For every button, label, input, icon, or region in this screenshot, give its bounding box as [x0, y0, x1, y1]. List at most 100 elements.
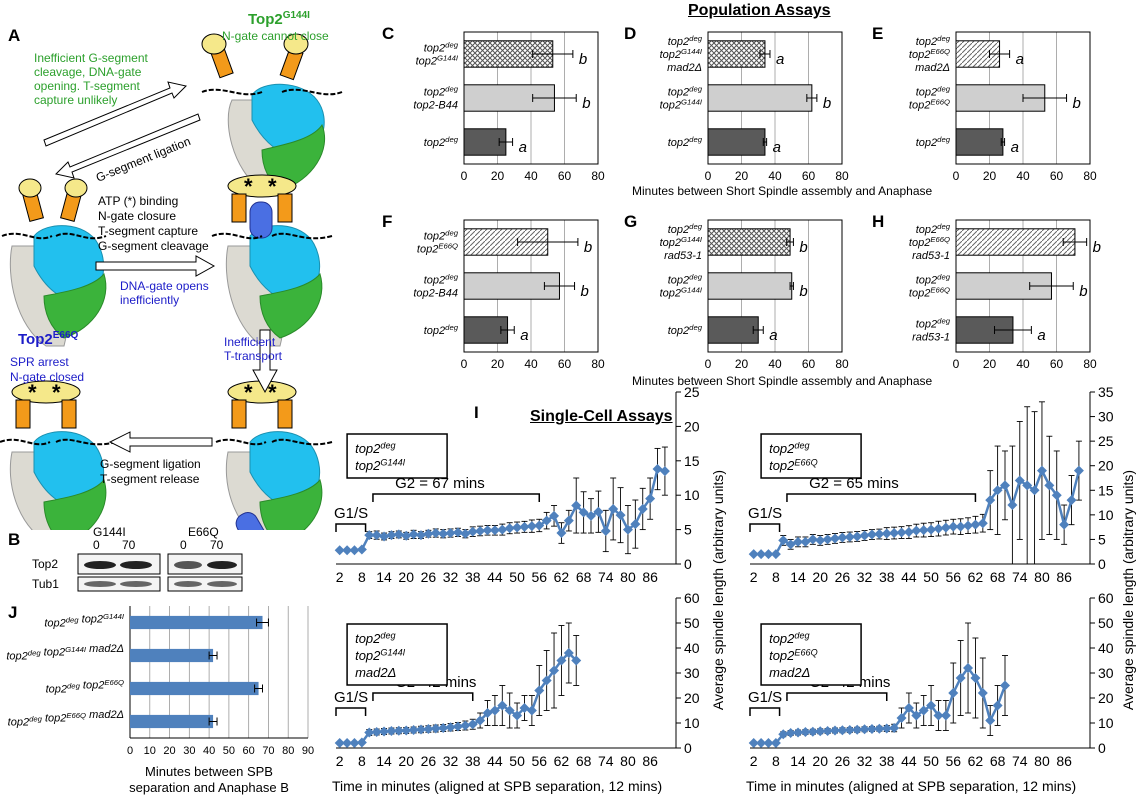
- data-point: [793, 536, 804, 547]
- category-label: top2deg: [424, 323, 459, 337]
- data-point: [342, 738, 353, 748]
- category-label: top2deg: [668, 222, 703, 236]
- y-tick-label: 5: [1098, 531, 1106, 547]
- x-tick-label: 32: [443, 753, 459, 769]
- category-label: top2deg: [424, 229, 459, 243]
- x-tick-label: 60: [802, 169, 816, 183]
- y-tick-label: 15: [1098, 482, 1114, 498]
- genotype-label: top2deg: [769, 440, 810, 456]
- genotype-label: top2E66Q: [769, 647, 818, 663]
- x-tick-label: 74: [598, 569, 614, 585]
- data-point: [933, 523, 944, 534]
- data-point: [881, 528, 892, 539]
- data-point: [822, 534, 833, 545]
- data-point: [911, 525, 922, 536]
- horizontal-arrow: [95, 255, 216, 277]
- y-tick-label: 5: [684, 522, 692, 538]
- category-label: top2deg: [668, 323, 703, 337]
- data-point: [401, 530, 412, 541]
- data-point: [475, 715, 486, 726]
- population-x-title-top: Minutes between Short Spindle assembly a…: [632, 184, 933, 198]
- chart-j: 0 10 20 30 40 50 60 70 80 90 top2deg top2G144I top2…: [6, 606, 314, 795]
- data-point: [489, 525, 500, 536]
- x-tick-label: 86: [1056, 753, 1072, 769]
- y-tick-label: 15: [684, 453, 700, 469]
- data-point: [356, 544, 367, 555]
- g1s-label: G1/S: [748, 505, 782, 522]
- x-tick-label: 14: [790, 753, 806, 769]
- data-point: [1014, 475, 1025, 486]
- y-tick-label: 30: [684, 665, 700, 681]
- x-tick-label: 26: [421, 569, 437, 585]
- chart-i-g144i-mad2: 0 10 20 30 40 50 60 2 8 14 20 26 32 38 44 50 56 62 68 74 80 8…: [334, 590, 700, 769]
- top2-g144i-enzyme: [201, 33, 343, 191]
- leftward-arrow: [108, 431, 213, 453]
- significance-letter: b: [823, 95, 831, 112]
- data-point: [896, 713, 907, 723]
- data-point: [408, 529, 419, 540]
- bar: [463, 316, 509, 344]
- x-tick-label: 32: [857, 569, 873, 585]
- x-tick-label: 30: [183, 745, 195, 757]
- data-point: [815, 726, 826, 737]
- data-point: [364, 727, 375, 738]
- data-point: [852, 724, 863, 735]
- y-tick-label: 50: [1098, 615, 1114, 631]
- x-tick-label: 44: [487, 569, 503, 585]
- x-tick-label: 40: [524, 169, 538, 183]
- data-point: [948, 688, 959, 698]
- x-tick-label: 0: [461, 169, 468, 183]
- x-tick-label: 14: [376, 569, 392, 585]
- data-point: [866, 724, 877, 734]
- y-tick-label: 0: [1098, 740, 1106, 756]
- data-point: [408, 725, 419, 735]
- genotype-label: mad2Δ: [355, 665, 396, 680]
- x-tick-label: 2: [336, 569, 344, 585]
- x-tick-label: 38: [879, 753, 895, 769]
- chart-i-e66q-mad2: 0 10 20 30 40 50 60 2 8 14 20 26 32 38 44 50 56 62 68 74 80 8…: [748, 590, 1114, 769]
- data-point: [800, 727, 811, 737]
- x-tick-label: 68: [990, 569, 1006, 585]
- data-point: [622, 524, 633, 535]
- data-point: [659, 466, 670, 477]
- category-label: top2deg: [424, 135, 459, 149]
- data-point: [497, 700, 508, 711]
- top2-e66q-enzyme: * *: [0, 380, 117, 530]
- significance-letter: a: [773, 139, 781, 156]
- data-point: [386, 530, 397, 541]
- chart-g: 0 20 40 60 80btop2degtop2G144Irad53-1btop2de…: [660, 219, 849, 371]
- x-tick-label: 20: [735, 169, 749, 183]
- inefficient-cleavage-text: Inefficient G-segment cleavage, DNA-gate…: [34, 51, 151, 107]
- x-tick-label: 74: [1012, 569, 1028, 585]
- x-tick-label: 62: [968, 569, 984, 585]
- x-tick-label: 56: [945, 569, 961, 585]
- svg-text:*: *: [244, 174, 253, 199]
- data-point: [534, 520, 545, 531]
- g2-label: G2 = 65 mins: [809, 475, 899, 492]
- x-tick-label: 20: [491, 357, 505, 371]
- data-point: [963, 663, 974, 673]
- data-point: [1029, 485, 1040, 496]
- data-point: [349, 738, 360, 748]
- category-label: top2G144I: [660, 98, 703, 112]
- data-point: [467, 719, 478, 730]
- data-point: [460, 720, 471, 731]
- significance-letter: a: [1016, 51, 1024, 68]
- x-tick-label: 80: [620, 569, 636, 585]
- category-label: top2G144I: [416, 54, 459, 68]
- panel-label-d: D: [624, 24, 637, 43]
- x-tick-label: 0: [705, 357, 712, 371]
- data-point: [652, 464, 663, 475]
- data-point: [526, 521, 537, 532]
- significance-letter: a: [1011, 139, 1019, 156]
- genotype-label: top2G144I: [355, 647, 406, 663]
- panel-label-e: E: [872, 24, 884, 43]
- bar: [707, 228, 791, 256]
- x-tick-label: 14: [376, 753, 392, 769]
- genotype-box: [760, 623, 862, 686]
- data-point: [379, 726, 390, 737]
- genotype-label: mad2Δ: [769, 665, 810, 680]
- data-point: [534, 685, 545, 696]
- data-point: [600, 525, 611, 536]
- category-label: rad53-1: [664, 250, 702, 262]
